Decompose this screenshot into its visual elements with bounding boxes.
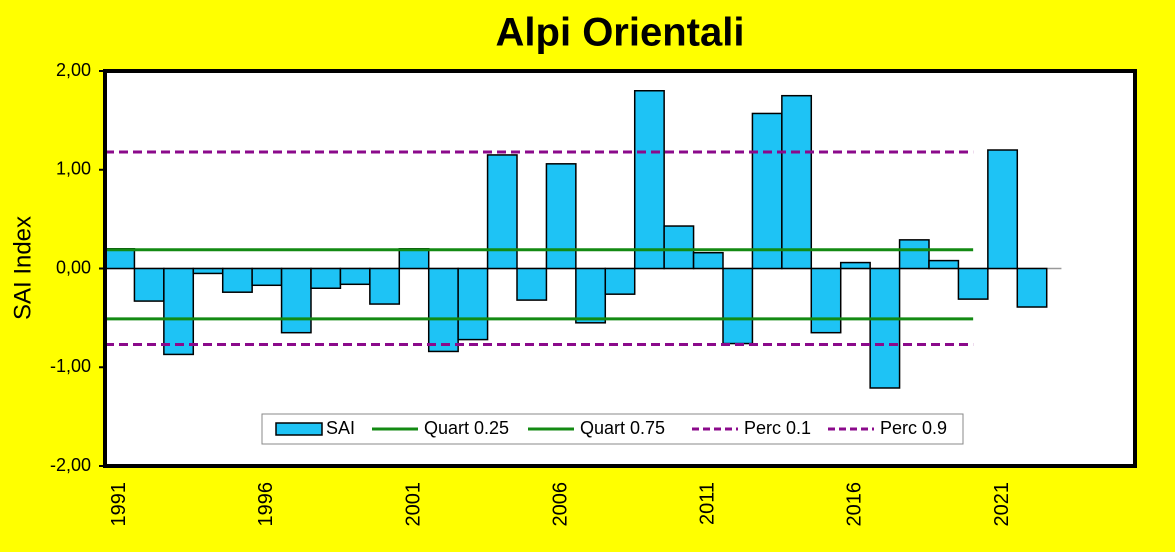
y-axis-label: SAI Index [9,216,36,320]
bar [810,267,842,334]
x-tick-label: 2021 [991,482,1013,527]
bar [310,267,342,289]
legend-label: Quart 0.25 [424,418,509,438]
bar [339,267,371,286]
bar [192,267,224,275]
y-tick-label: 1,00 [56,159,91,179]
y-tick-label: -1,00 [50,356,91,376]
bar [751,112,783,270]
bar [369,267,401,305]
bar [163,267,195,356]
bar [398,248,430,270]
legend-label: Perc 0.1 [744,418,811,438]
legend-swatch [275,422,323,436]
x-tick-label: 1991 [108,482,130,527]
bar [251,267,283,287]
bar [221,267,253,293]
bar [486,154,518,270]
bar [516,267,548,301]
plot-border [103,69,1137,468]
bar [957,267,989,300]
bar [427,267,459,353]
x-tick-label: 2006 [549,482,571,527]
bar [545,163,577,270]
bar [104,248,136,270]
x-tick-label: 2001 [402,482,424,527]
x-tick-label: 2016 [844,482,866,527]
bar [280,267,312,334]
y-tick-label: 2,00 [56,60,91,80]
bar [928,259,960,270]
bar [869,267,901,389]
bar [781,94,813,270]
x-tick-label: 1996 [255,482,277,527]
bar [1016,267,1048,308]
bar [722,267,754,345]
bar [133,267,165,302]
legend-box [261,413,964,445]
bar [457,267,489,341]
x-tick-label: 2011 [697,482,719,525]
y-tick-label: -2,00 [50,455,91,475]
chart-title: Alpi Orientali [496,11,745,55]
bar [633,90,665,270]
legend-label: SAI [326,418,355,438]
bar [839,261,871,270]
bar [898,239,930,270]
legend-label: Perc 0.9 [880,418,947,438]
legend-label: Quart 0.75 [580,418,665,438]
bar [692,251,724,270]
bar [987,149,1019,270]
bar [575,267,607,324]
y-tick-label: 0,00 [56,257,91,277]
bar [604,267,636,295]
bar [663,225,695,270]
